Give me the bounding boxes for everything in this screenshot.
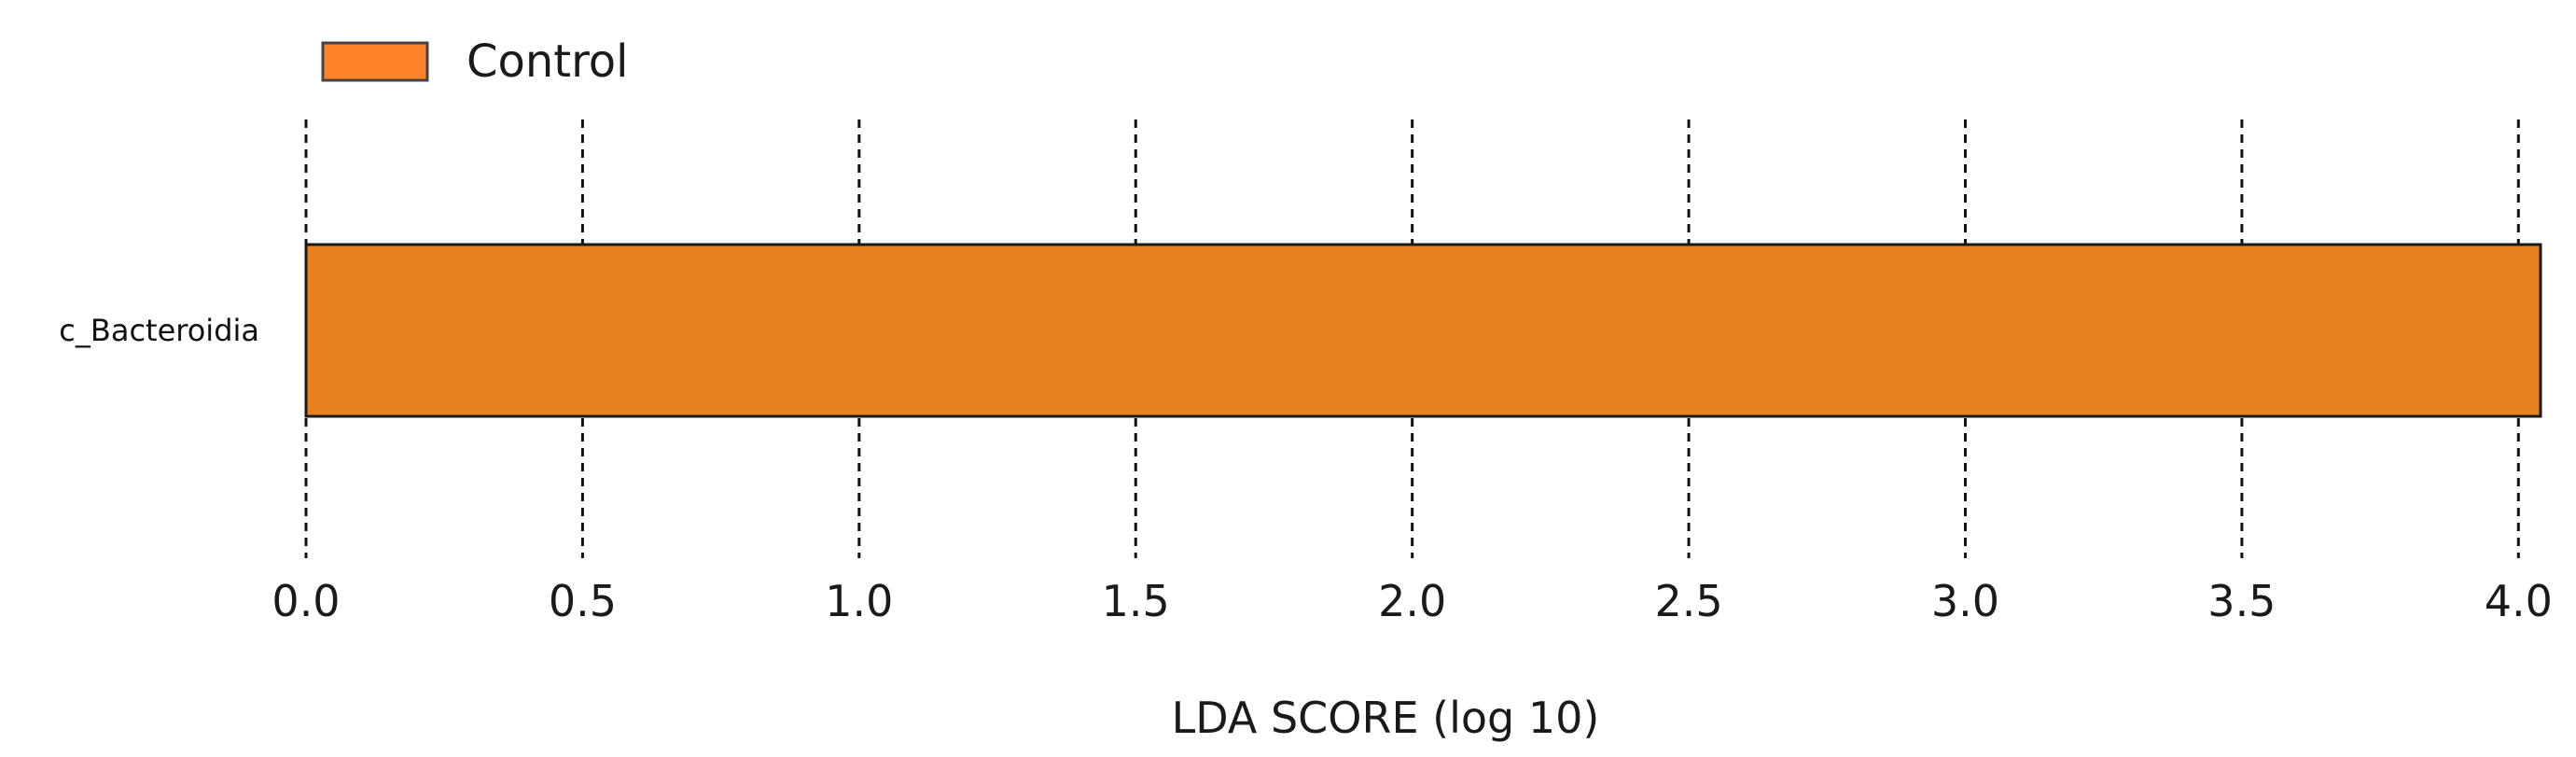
x-tick-label: 2.5 (1654, 576, 1722, 626)
x-tick-label: 4.0 (2485, 576, 2553, 626)
gridlines (304, 119, 2520, 558)
legend-swatch-control (321, 41, 429, 82)
bar-c-bacteroidia (304, 243, 2542, 418)
legend-label-control: Control (466, 35, 629, 88)
category-labels: c_Bacteroidia (59, 313, 259, 348)
x-tick-label: 1.0 (825, 576, 893, 626)
x-tick-label: 0.5 (549, 576, 617, 626)
legend: Control (321, 35, 629, 88)
x-tick-label: 3.5 (2207, 576, 2276, 626)
category-label: c_Bacteroidia (59, 313, 259, 348)
x-tick-label: 1.5 (1102, 576, 1170, 626)
x-tick-label: 3.0 (1931, 576, 1999, 626)
x-tick-label: 0.0 (272, 576, 340, 626)
x-axis-title: LDA SCORE (log 10) (1172, 693, 1600, 743)
bars (304, 243, 2542, 418)
x-tick-labels: 0.0 0.5 1.0 1.5 2.0 2.5 3.0 3.5 4.0 (272, 576, 2552, 626)
x-tick-label: 2.0 (1378, 576, 1446, 626)
